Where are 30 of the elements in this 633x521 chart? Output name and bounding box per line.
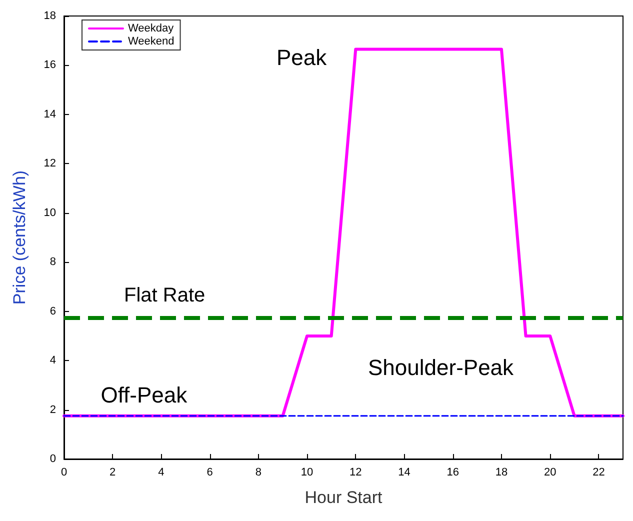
x-tick-label: 16 [446, 466, 459, 478]
x-tick-label: 12 [350, 466, 362, 478]
annotation: Shoulder-Peak [368, 355, 515, 380]
y-tick-label: 12 [44, 158, 56, 170]
y-tick-label: 0 [50, 453, 56, 465]
x-axis-title: Hour Start [304, 488, 383, 507]
annotation: Off-Peak [100, 382, 188, 408]
x-tick-label: 20 [544, 466, 556, 478]
x-tick-label: 22 [592, 466, 605, 478]
x-tick-label: 14 [398, 466, 410, 478]
legend-label: Weekend [128, 36, 174, 48]
x-tick-label: 8 [255, 466, 262, 478]
x-tick-label: 4 [158, 466, 164, 478]
x-tick-label: 18 [495, 466, 508, 478]
annotation: Peak [276, 45, 328, 70]
legend-label: Weekday [128, 22, 174, 34]
x-tick-label: 2 [110, 466, 116, 478]
x-tick-label: 0 [60, 466, 68, 478]
y-tick-label: 6 [50, 305, 56, 318]
y-tick-label: 16 [44, 59, 56, 72]
y-axis-title: Price (cents/kWh) [10, 170, 29, 305]
y-tick-label: 4 [50, 354, 56, 367]
y-tick-label: 2 [50, 404, 56, 416]
y-tick-label: 14 [44, 108, 56, 120]
y-tick-label: 10 [44, 206, 56, 219]
ref-line-label: Flat Rate [124, 284, 206, 306]
x-tick-label: 10 [300, 466, 314, 478]
y-tick-label: 18 [44, 10, 56, 22]
x-tick-label: 6 [206, 466, 213, 478]
y-tick-label: 8 [50, 256, 56, 268]
